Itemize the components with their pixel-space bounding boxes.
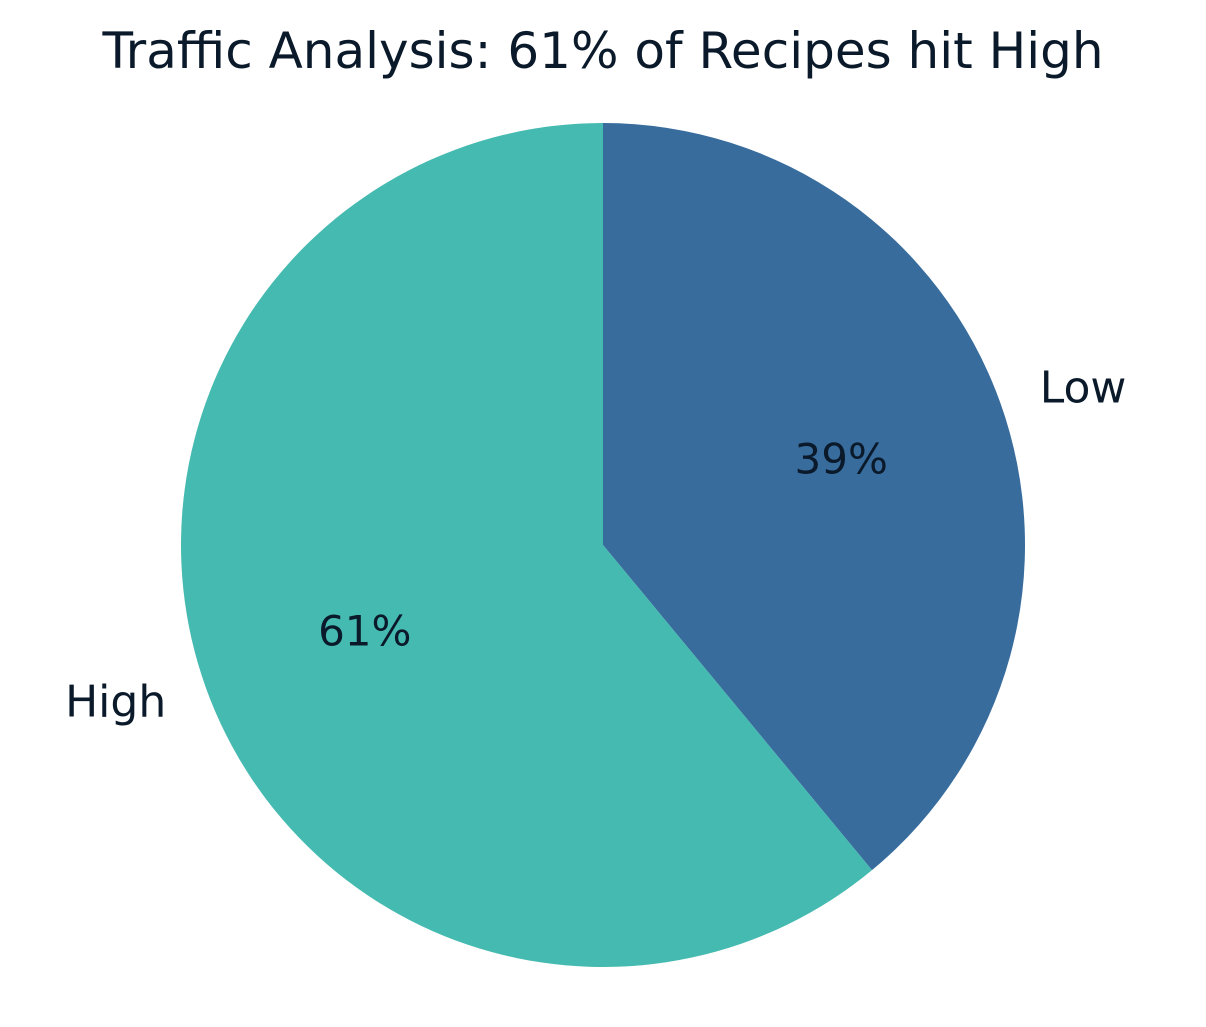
- pie-category-label-high: High: [65, 677, 166, 728]
- pie-category-label-low: Low: [1040, 362, 1127, 413]
- pie-slice-high: [181, 123, 872, 967]
- pie-slices: [181, 123, 1026, 967]
- pie-labels: 39% Low 61% High: [65, 362, 1126, 727]
- chart-title: Traffic Analysis: 61% of Recipes hit Hig…: [101, 22, 1103, 80]
- pie-percent-label-low: 39%: [795, 435, 888, 484]
- pie-percent-label-high: 61%: [318, 606, 411, 655]
- pie-slice-low: [603, 123, 1026, 871]
